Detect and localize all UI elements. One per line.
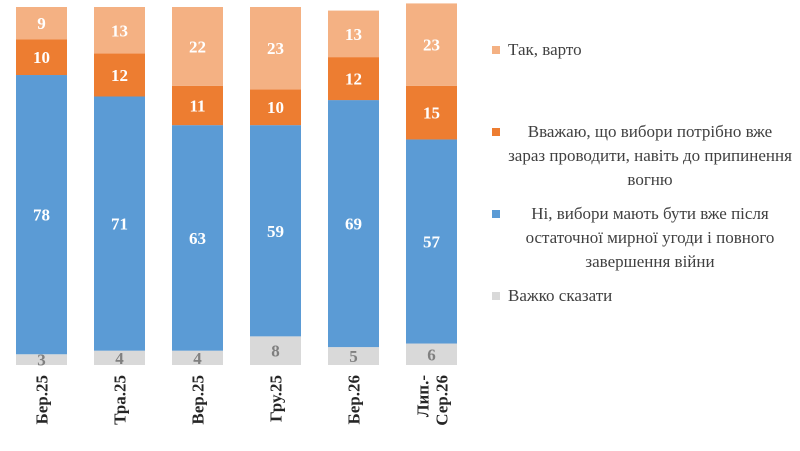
data-label-s1-c2: 63 (189, 229, 206, 248)
bar-segment-s2-c2 (172, 85, 223, 126)
data-label-s0-c4: 5 (349, 347, 358, 366)
data-label-s0-c1: 4 (115, 349, 124, 368)
bar-segment-s1-c0 (16, 75, 67, 355)
data-label-s2-c3: 10 (267, 98, 284, 117)
bar-segment-s0-c3 (250, 336, 301, 365)
legend-label-hard-to-say: Важко сказати (508, 286, 613, 305)
category-label-4: Бер.26 (345, 375, 364, 425)
bar-segment-s1-c2 (172, 125, 223, 351)
legend-label-now: Вважаю, що вибори потрібно вже зараз про… (508, 122, 792, 189)
bar-segment-s3-c5 (406, 3, 457, 86)
data-label-s3-c2: 22 (189, 37, 206, 56)
data-label-s2-c4: 12 (345, 70, 362, 89)
bar-segment-s0-c1 (94, 350, 145, 365)
category-label-5: Лип.-Сер.26 (414, 375, 452, 426)
bar-segment-s3-c1 (94, 7, 145, 54)
category-label-1: Тра.25 (111, 375, 130, 425)
bar-segment-s1-c3 (250, 125, 301, 337)
data-label-s1-c5: 57 (423, 232, 441, 251)
data-label-s2-c5: 15 (423, 104, 440, 123)
data-label-s1-c4: 69 (345, 215, 362, 234)
data-label-s1-c3: 59 (267, 222, 284, 241)
bar-segment-s3-c0 (16, 7, 67, 40)
data-label-s3-c0: 9 (37, 14, 46, 33)
data-label-s0-c3: 8 (271, 342, 280, 361)
bar-segment-s2-c1 (94, 53, 145, 97)
bar-segment-s1-c4 (328, 100, 379, 348)
bar-segment-s2-c4 (328, 57, 379, 101)
bar-segment-s0-c0 (16, 354, 67, 365)
data-label-s0-c2: 4 (193, 349, 202, 368)
category-label-3: Гру.25 (267, 375, 286, 422)
data-label-s3-c3: 23 (267, 39, 284, 58)
legend-label-yes: Так, варто (508, 40, 582, 59)
bar-segment-s0-c5 (406, 343, 457, 365)
category-label-0: Бер.25 (33, 375, 52, 425)
bar-segment-s1-c1 (94, 96, 145, 351)
bar-segment-s0-c2 (172, 350, 223, 365)
bar-segment-s2-c3 (250, 89, 301, 126)
bar-segment-s1-c5 (406, 139, 457, 344)
data-label-s2-c1: 12 (111, 66, 128, 85)
legend-label-after-war: Ні, вибори мають бути вже після остаточн… (525, 204, 775, 271)
bar-segment-s0-c4 (328, 347, 379, 365)
legend-swatch-yes (492, 46, 500, 54)
bar-segment-s3-c2 (172, 7, 223, 86)
data-label-s1-c1: 71 (111, 215, 128, 234)
legend-swatch-after-war (492, 210, 500, 218)
bar-segment-s3-c4 (328, 10, 379, 58)
data-label-s1-c0: 78 (33, 206, 50, 225)
data-label-s3-c5: 23 (423, 36, 440, 55)
category-label-2: Вер.25 (189, 375, 208, 425)
bar-segment-s2-c0 (16, 39, 67, 76)
data-label-s0-c0: 3 (37, 351, 46, 370)
legend-swatch-hard-to-say (492, 292, 500, 300)
legend-swatch-now (492, 128, 500, 136)
data-label-s2-c0: 10 (33, 48, 50, 67)
bar-segment-s3-c3 (250, 7, 301, 90)
bar-segment-s2-c5 (406, 85, 457, 140)
data-label-s3-c1: 13 (111, 21, 128, 40)
data-label-s0-c5: 6 (427, 345, 436, 364)
data-label-s2-c2: 11 (189, 96, 205, 115)
data-label-s3-c4: 13 (345, 25, 362, 44)
